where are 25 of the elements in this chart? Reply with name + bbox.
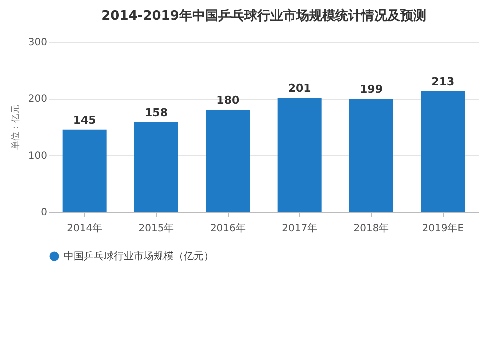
data-label: 180 [216, 94, 240, 107]
data-label: 201 [288, 82, 312, 96]
x-tick-label: 2018年 [354, 222, 390, 234]
y-tick-label: 200 [28, 94, 48, 106]
x-tick-label: 2016年 [210, 222, 246, 234]
bar [62, 130, 107, 212]
x-tick-label: 2015年 [138, 222, 174, 234]
y-tick-label: 0 [41, 208, 48, 218]
x-tick-label: 2017年 [282, 222, 318, 234]
y-axis-title: 单位：亿元 [10, 105, 22, 150]
bar [421, 91, 466, 212]
chart-title: 2014-2019年中国乒乓球行业市场规模统计情况及预测 [102, 8, 426, 24]
data-label: 158 [145, 106, 168, 120]
bar [206, 110, 250, 212]
x-tick-label: 2019年E [422, 222, 464, 234]
y-tick-label: 100 [28, 150, 48, 162]
bar [350, 99, 394, 212]
bar [134, 122, 178, 212]
data-label: 145 [73, 114, 96, 127]
bar [278, 98, 322, 212]
y-tick-label: 300 [28, 38, 48, 48]
data-label: 199 [360, 83, 383, 96]
legend-label: 中国乒乓球行业市场规模（亿元） [64, 250, 214, 262]
x-tick-label: 2014年 [67, 222, 103, 234]
data-label: 213 [432, 75, 455, 88]
